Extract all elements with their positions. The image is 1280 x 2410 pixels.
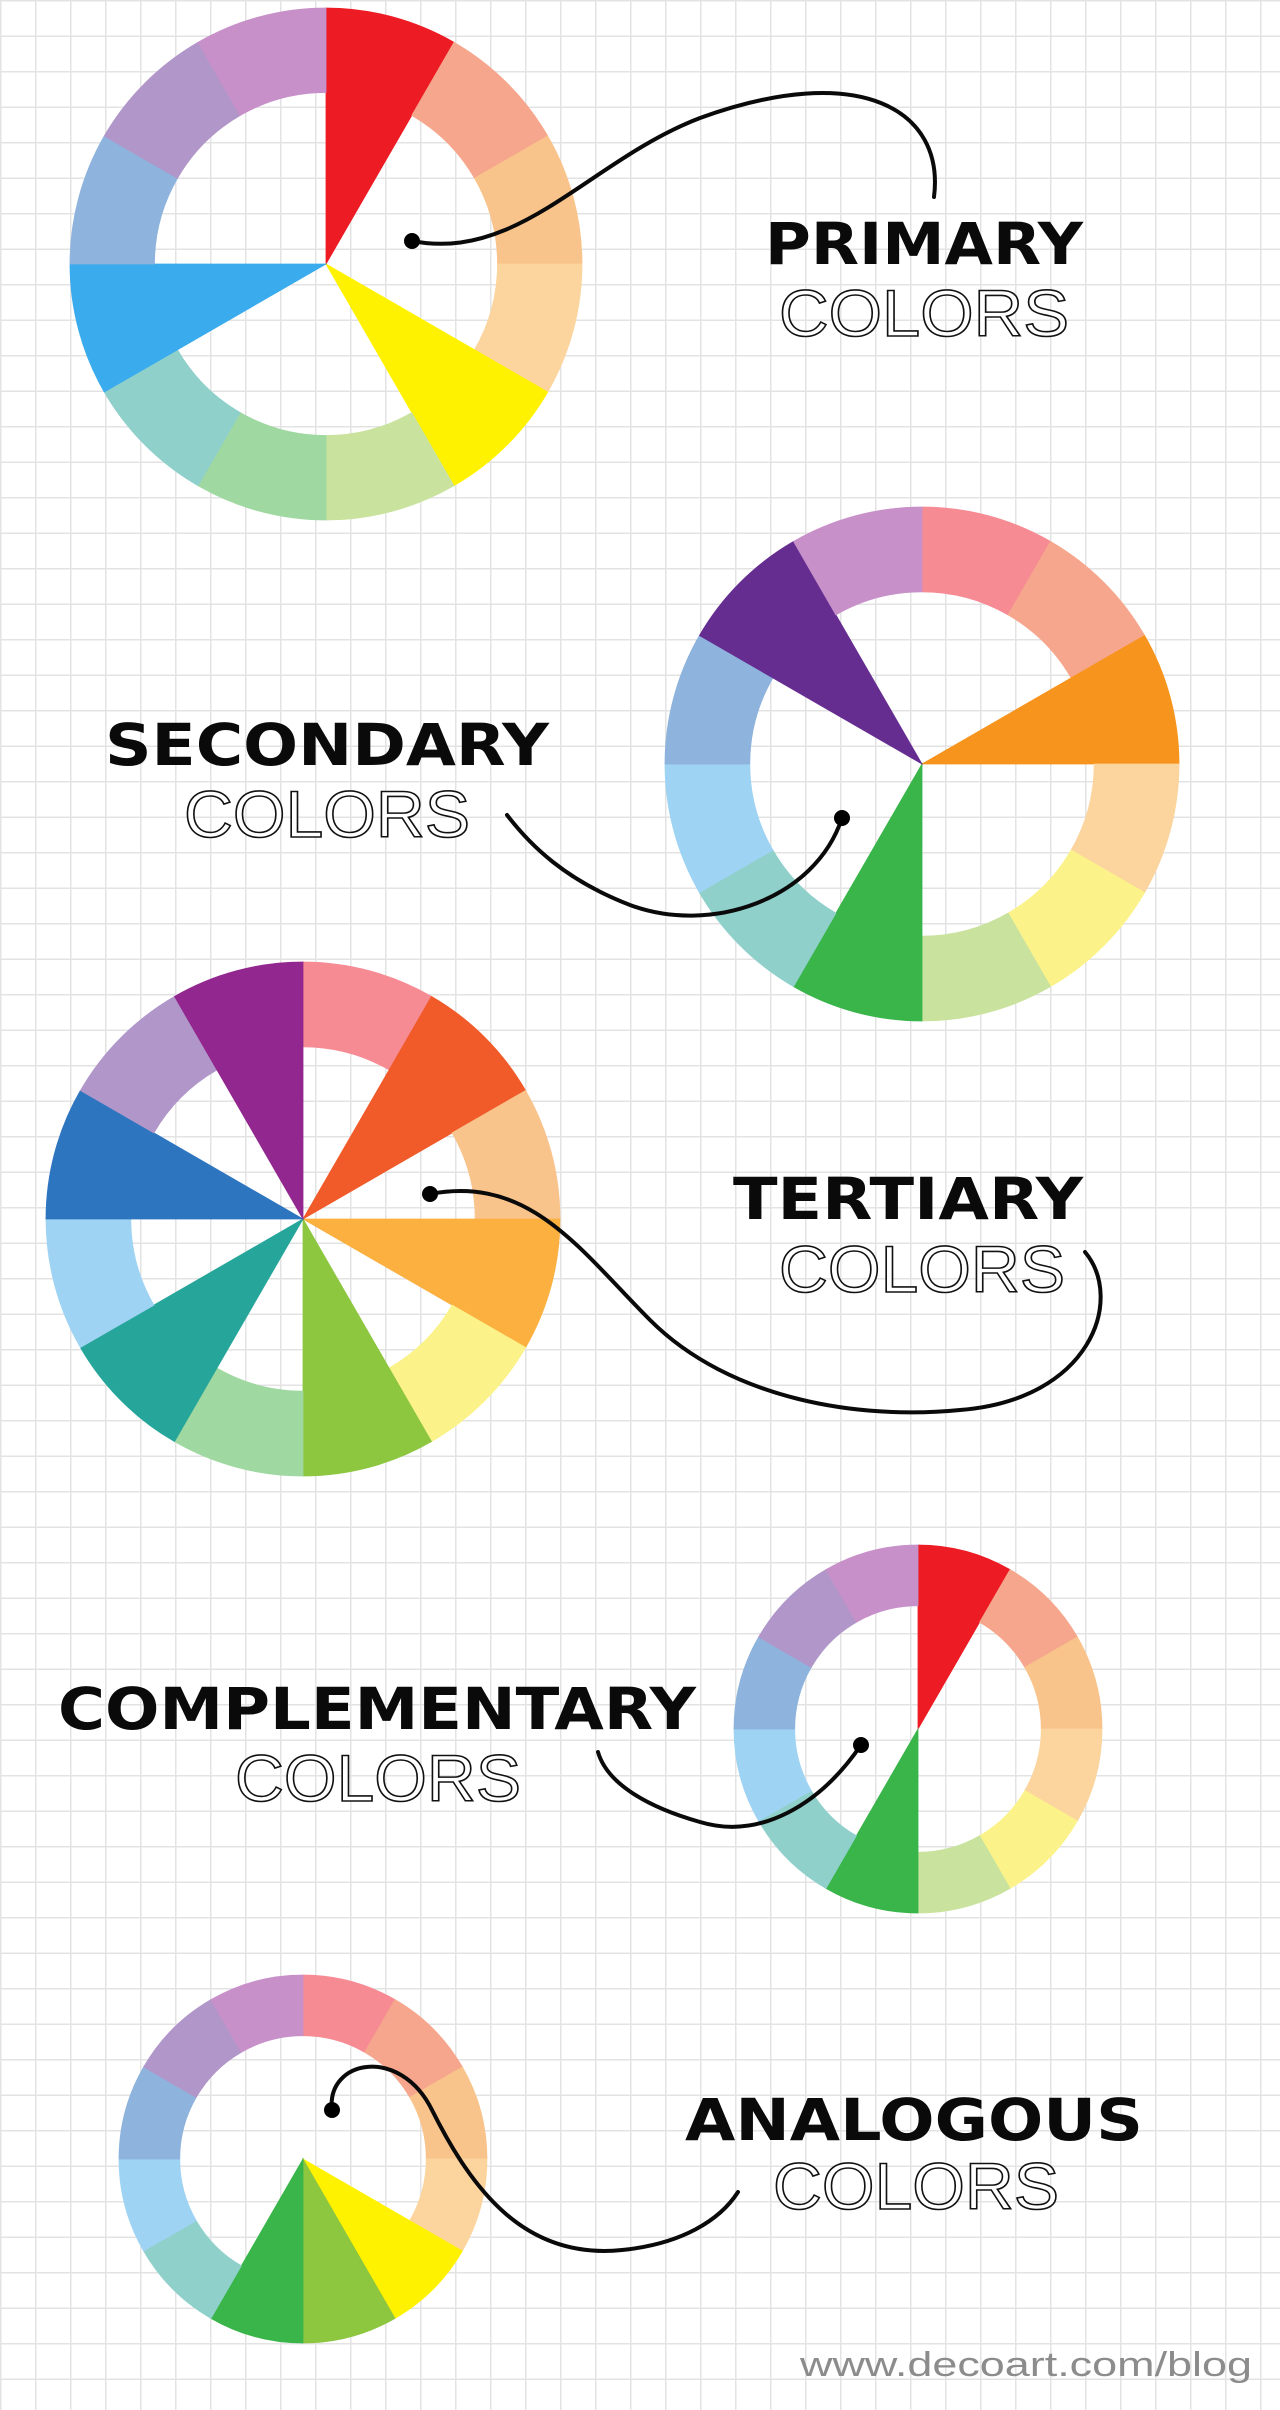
label-tertiary-subtitle: COLORS: [779, 1232, 1065, 1306]
ring-segment-11: [197, 7, 327, 117]
connector-curve-tertiary: [428, 1189, 1103, 1415]
label-primary-title: PRIMARY: [765, 210, 1084, 278]
color-wheel-secondary: [664, 506, 1180, 1022]
wheels: [45, 7, 1180, 2344]
highlighted-wedge-4: [324, 262, 549, 487]
highlighted-wedge-6: [825, 1727, 919, 1914]
connector-dot-complementary: [853, 1737, 869, 1753]
label-secondary-title: SECONDARY: [105, 711, 550, 779]
website-url: www.decoart.com/blog: [799, 2346, 1252, 2384]
color-wheel-analogous: [118, 1974, 488, 2344]
label-secondary-subtitle: COLORS: [184, 777, 470, 851]
color-wheel-complementary: [733, 1544, 1103, 1914]
connector-dot-tertiary: [422, 1186, 438, 1202]
ring-segment-11: [210, 1974, 304, 2053]
label-complementary-title: COMPLEMENTARY: [58, 1675, 697, 1743]
highlighted-wedge-5: [302, 2157, 396, 2344]
highlighted-wedge-11: [173, 961, 304, 1221]
connector-curve-analogous: [329, 2064, 740, 2253]
color-wheel-tertiary: [45, 961, 561, 1477]
label-tertiary-title: TERTIARY: [733, 1165, 1084, 1233]
label-analogous-title: ANALOGOUS: [685, 2086, 1143, 2154]
highlighted-wedge-4: [301, 2157, 463, 2319]
ring-segment-11: [825, 1544, 919, 1623]
highlighted-wedge-3: [301, 1218, 561, 1349]
label-complementary-subtitle: COLORS: [235, 1741, 521, 1815]
highlighted-wedge-7: [79, 1217, 305, 1443]
highlighted-wedge-8: [69, 263, 328, 393]
label-analogous-subtitle: COLORS: [773, 2149, 1059, 2223]
connector-curve-secondary: [505, 813, 844, 918]
connector-dot-primary: [404, 233, 420, 249]
connector-dot-analogous: [324, 2102, 340, 2118]
highlighted-wedge-0: [917, 1544, 1011, 1731]
highlighted-wedge-5: [302, 1217, 433, 1477]
highlighted-wedge-6: [210, 2157, 304, 2344]
connector-curve-complementary: [596, 1743, 863, 1829]
highlighted-wedge-2: [920, 634, 1180, 765]
highlighted-wedge-1: [301, 995, 527, 1221]
highlighted-wedge-9: [45, 1089, 305, 1220]
highlighted-wedge-0: [325, 7, 455, 266]
ring-segment-11: [792, 506, 923, 616]
connector-dot-secondary: [834, 810, 850, 826]
color-wheel-primary: [69, 7, 583, 521]
connector-curve-primary: [410, 91, 937, 246]
highlighted-wedge-10: [698, 540, 924, 766]
highlighted-wedge-6: [792, 762, 923, 1022]
label-primary-subtitle: COLORS: [779, 276, 1069, 350]
